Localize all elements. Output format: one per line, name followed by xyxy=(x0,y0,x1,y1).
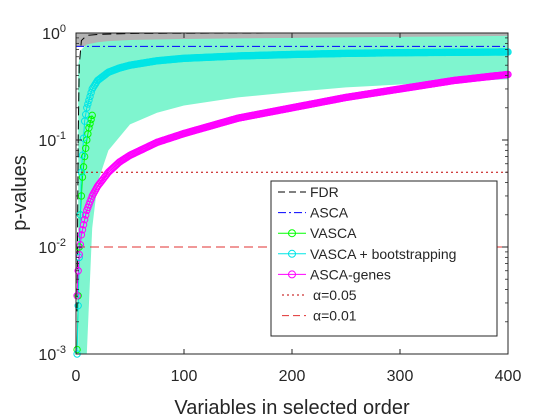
legend-item-alpha-001: α=0.01 xyxy=(282,308,357,324)
legend: FDR ASCA VASCA VASCA + bootstrapping ASCA-ge… xyxy=(270,180,498,337)
vasca-bootstrapping-point xyxy=(78,151,87,159)
vasca-point xyxy=(80,152,89,161)
vasca-bootstrapping-point xyxy=(83,104,91,112)
x-tick-label: 0 xyxy=(72,368,81,385)
asca-genes-point xyxy=(82,211,90,219)
vasca-point xyxy=(78,173,87,181)
vasca-bootstrapping-markers xyxy=(73,48,512,358)
asca-genes-point xyxy=(73,292,81,300)
asca-genes-point xyxy=(76,240,85,249)
y-axis-label: p-values xyxy=(9,155,31,231)
x-axis-label: Variables in selected order xyxy=(174,397,410,419)
series-markers xyxy=(73,48,512,358)
x-tick-label: 300 xyxy=(387,368,414,385)
legend-item-fdr: FDR xyxy=(278,184,339,200)
vasca-bootstrapping-point xyxy=(74,301,82,310)
asca-genes-point xyxy=(79,221,88,229)
y-tick-label: 10-3 xyxy=(38,344,66,364)
y-tick-label: 100 xyxy=(42,23,66,43)
vasca-point xyxy=(82,144,90,152)
y-tick-label: 10-2 xyxy=(38,237,66,257)
asca-genes-point xyxy=(78,226,87,234)
x-tick-label: 100 xyxy=(171,368,198,385)
legend-box xyxy=(270,180,498,337)
vasca-point xyxy=(73,345,81,354)
legend-label: α=0.05 xyxy=(313,287,357,303)
legend-item-vasca-bootstrapping: VASCA + bootstrapping xyxy=(278,246,456,262)
legend-label: ASCA-genes xyxy=(310,266,391,282)
legend-label: FDR xyxy=(310,184,339,200)
vasca-bootstrapping-point xyxy=(85,96,93,104)
legend-swatch-marker xyxy=(288,270,296,279)
asca-genes-markers xyxy=(73,70,512,300)
x-tick-label: 400 xyxy=(495,368,522,385)
legend-item-asca-genes: ASCA-genes xyxy=(278,266,391,282)
vasca-bootstrapping-point xyxy=(84,100,92,108)
x-tick-label: 200 xyxy=(279,368,306,385)
vasca-bootstrapping-point xyxy=(86,92,94,101)
legend-label: VASCA xyxy=(310,225,357,241)
asca-genes-point xyxy=(80,215,89,224)
vasca-point xyxy=(85,124,93,132)
legend-item-alpha-005: α=0.05 xyxy=(282,287,357,303)
vasca-bootstrapping-point xyxy=(79,134,88,142)
legend-swatch-marker xyxy=(288,249,296,258)
y-tick-label: 10-1 xyxy=(38,130,66,150)
y-axis-ticks: 10-3 10-2 10-1 100 xyxy=(38,23,508,364)
legend-swatch-marker xyxy=(288,229,296,238)
x-axis-ticks: 0 100 200 300 400 xyxy=(72,33,522,385)
legend-item-asca: ASCA xyxy=(278,205,349,221)
asca-genes-point xyxy=(77,231,86,239)
legend-item-vasca: VASCA xyxy=(278,225,357,241)
legend-label: α=0.01 xyxy=(313,308,357,324)
legend-label: ASCA xyxy=(310,205,349,221)
legend-label: VASCA + bootstrapping xyxy=(310,246,456,262)
asca-genes-point xyxy=(74,267,82,275)
